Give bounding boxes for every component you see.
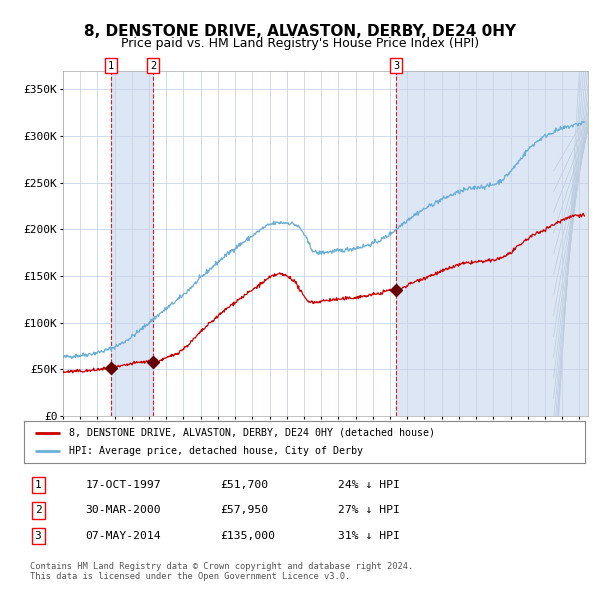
Bar: [111, 71, 153, 416]
Text: £135,000: £135,000: [220, 531, 275, 541]
Text: 2: 2: [150, 61, 157, 71]
Text: 07-MAY-2014: 07-MAY-2014: [86, 531, 161, 541]
Text: 17-OCT-1997: 17-OCT-1997: [86, 480, 161, 490]
Text: 27% ↓ HPI: 27% ↓ HPI: [338, 506, 400, 516]
Text: Price paid vs. HM Land Registry's House Price Index (HPI): Price paid vs. HM Land Registry's House …: [121, 37, 479, 50]
Text: 3: 3: [393, 61, 399, 71]
Text: 2: 2: [35, 506, 41, 516]
Text: Contains HM Land Registry data © Crown copyright and database right 2024.
This d: Contains HM Land Registry data © Crown c…: [30, 562, 413, 581]
Text: £51,700: £51,700: [220, 480, 268, 490]
Text: 24% ↓ HPI: 24% ↓ HPI: [338, 480, 400, 490]
Text: 8, DENSTONE DRIVE, ALVASTON, DERBY, DE24 0HY: 8, DENSTONE DRIVE, ALVASTON, DERBY, DE24…: [84, 24, 516, 38]
Text: HPI: Average price, detached house, City of Derby: HPI: Average price, detached house, City…: [69, 446, 363, 456]
Text: 8, DENSTONE DRIVE, ALVASTON, DERBY, DE24 0HY (detached house): 8, DENSTONE DRIVE, ALVASTON, DERBY, DE24…: [69, 428, 435, 438]
Text: 1: 1: [108, 61, 114, 71]
Text: £57,950: £57,950: [220, 506, 268, 516]
Text: 31% ↓ HPI: 31% ↓ HPI: [338, 531, 400, 541]
Bar: [396, 71, 588, 416]
Text: 3: 3: [35, 531, 41, 541]
Text: 1: 1: [35, 480, 41, 490]
Text: 30-MAR-2000: 30-MAR-2000: [86, 506, 161, 516]
